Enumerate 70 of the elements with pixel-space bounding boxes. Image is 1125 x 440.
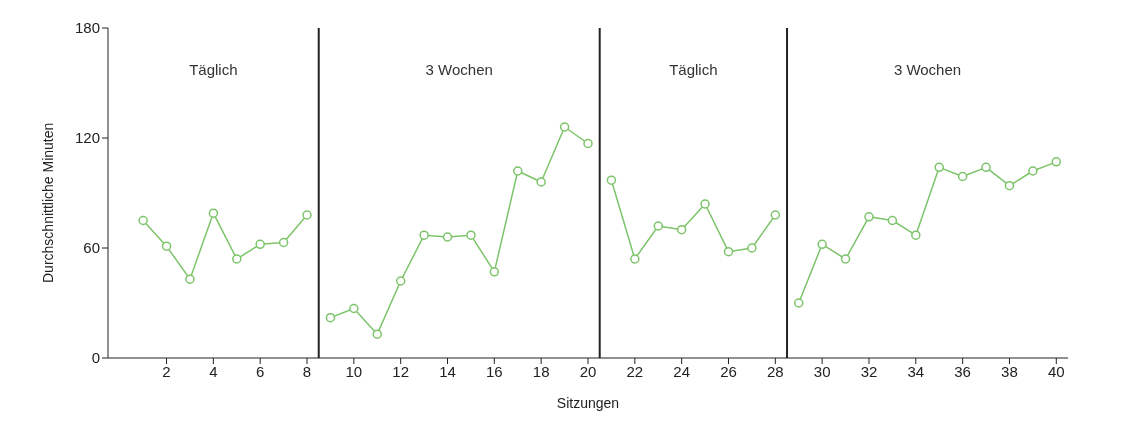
annotation: 3 Wochen — [425, 61, 493, 79]
point — [372, 329, 383, 339]
point — [887, 215, 898, 226]
point — [747, 243, 757, 253]
x-axis-title: Sitzungen — [556, 395, 620, 411]
annotation: Täglich — [669, 61, 718, 79]
point — [255, 239, 265, 250]
point — [1028, 166, 1038, 176]
point — [911, 230, 921, 240]
x-tick-label: 32 — [860, 362, 878, 380]
point — [442, 232, 453, 242]
point — [770, 210, 781, 220]
x-tick-label: 22 — [626, 362, 644, 380]
x-tick-label: 40 — [1047, 362, 1065, 380]
point — [161, 241, 172, 251]
point — [302, 210, 312, 220]
y-tick-label: 120 — [74, 129, 100, 147]
point — [489, 267, 500, 277]
point — [981, 162, 991, 173]
point — [185, 274, 195, 284]
point — [536, 177, 546, 187]
point — [676, 224, 687, 235]
point — [864, 212, 874, 222]
point — [419, 230, 429, 240]
x-tick-label: 28 — [766, 362, 784, 380]
point — [723, 246, 734, 257]
point — [630, 254, 640, 264]
x-tick-label: 30 — [813, 362, 831, 380]
x-tick-label: 6 — [256, 362, 265, 380]
x-tick-label: 36 — [954, 362, 971, 380]
point — [138, 215, 148, 226]
point — [817, 239, 827, 250]
x-tick-label: 20 — [579, 362, 597, 380]
point — [793, 298, 804, 308]
x-tick-label: 14 — [439, 362, 456, 380]
x-tick-label: 26 — [720, 362, 737, 380]
x-tick-label: 24 — [673, 362, 690, 380]
y-tick-label: 180 — [74, 19, 100, 37]
annotation: 3 Wochen — [893, 61, 962, 79]
x-tick-label: 2 — [162, 362, 171, 380]
x-tick-label: 10 — [345, 362, 363, 380]
point — [349, 303, 359, 314]
y-tick-label: 0 — [91, 349, 100, 367]
point — [466, 230, 476, 240]
point — [957, 171, 968, 182]
point — [395, 276, 406, 286]
point — [559, 122, 570, 132]
point — [840, 254, 851, 264]
point — [606, 175, 617, 185]
annotation: Täglich — [189, 61, 238, 79]
point — [325, 312, 336, 323]
x-tick-label: 18 — [532, 362, 550, 380]
x-tick-label: 4 — [209, 362, 218, 380]
x-tick-label: 34 — [907, 362, 925, 380]
point — [232, 254, 242, 264]
point — [278, 237, 289, 248]
point — [513, 166, 523, 176]
x-tick-label: 38 — [1001, 362, 1018, 380]
x-tick-label: 16 — [486, 362, 503, 380]
y-tick-label: 60 — [83, 239, 100, 257]
x-tick-label: 8 — [302, 362, 312, 380]
point — [653, 221, 663, 231]
x-tick-label: 12 — [392, 362, 410, 380]
y-axis-title: Durchschnittliche Minuten — [39, 122, 56, 283]
point — [1051, 157, 1062, 167]
point — [208, 208, 219, 218]
point — [934, 162, 944, 173]
point — [700, 199, 710, 209]
point — [1004, 180, 1015, 191]
point — [583, 138, 593, 149]
